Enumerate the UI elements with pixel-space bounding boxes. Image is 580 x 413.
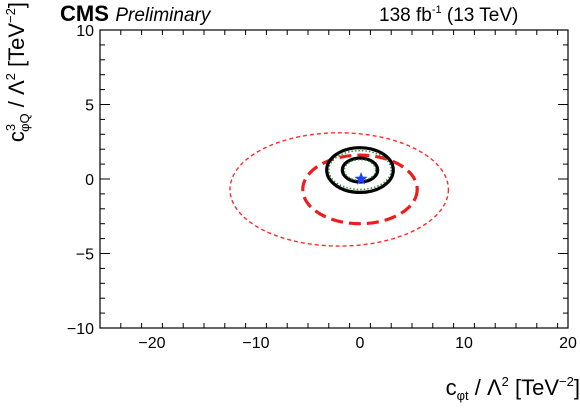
y-tick-label: 5	[85, 98, 94, 115]
y-tick-label: −5	[76, 247, 94, 264]
y-tick-label: −10	[67, 321, 94, 338]
ticks-layer: −20 −10 0 10 20 −10 −5 0 5 10	[67, 23, 577, 352]
status-label: Preliminary	[115, 5, 212, 26]
x-tick-label: −10	[242, 335, 269, 352]
x-tick-label: 20	[559, 335, 577, 352]
contours-layer	[229, 132, 450, 247]
contour-0-short-dash	[229, 132, 450, 247]
luminosity-label: 138 fb-1 (13 TeV)	[379, 4, 518, 26]
plot-frame	[99, 29, 569, 329]
x-axis-title: cφt / Λ2 [TeV−2]	[446, 374, 580, 403]
contour-3-dotted	[328, 149, 392, 191]
marker-layer	[354, 172, 368, 185]
best-fit-star-marker	[354, 172, 368, 185]
y-axis-title: c3φQ / Λ2 [TeV−2]	[3, 2, 32, 142]
x-tick-label: −20	[138, 335, 165, 352]
x-tick-label: 0	[356, 335, 365, 352]
experiment-label: CMS Preliminary	[60, 1, 212, 26]
contour-5-dotted	[343, 158, 377, 182]
contour-1-long-dash	[301, 153, 419, 226]
contour-2-solid	[325, 146, 395, 195]
y-tick-label: 10	[76, 23, 94, 40]
x-tick-label: 10	[455, 335, 473, 352]
y-tick-label: 0	[85, 172, 94, 189]
